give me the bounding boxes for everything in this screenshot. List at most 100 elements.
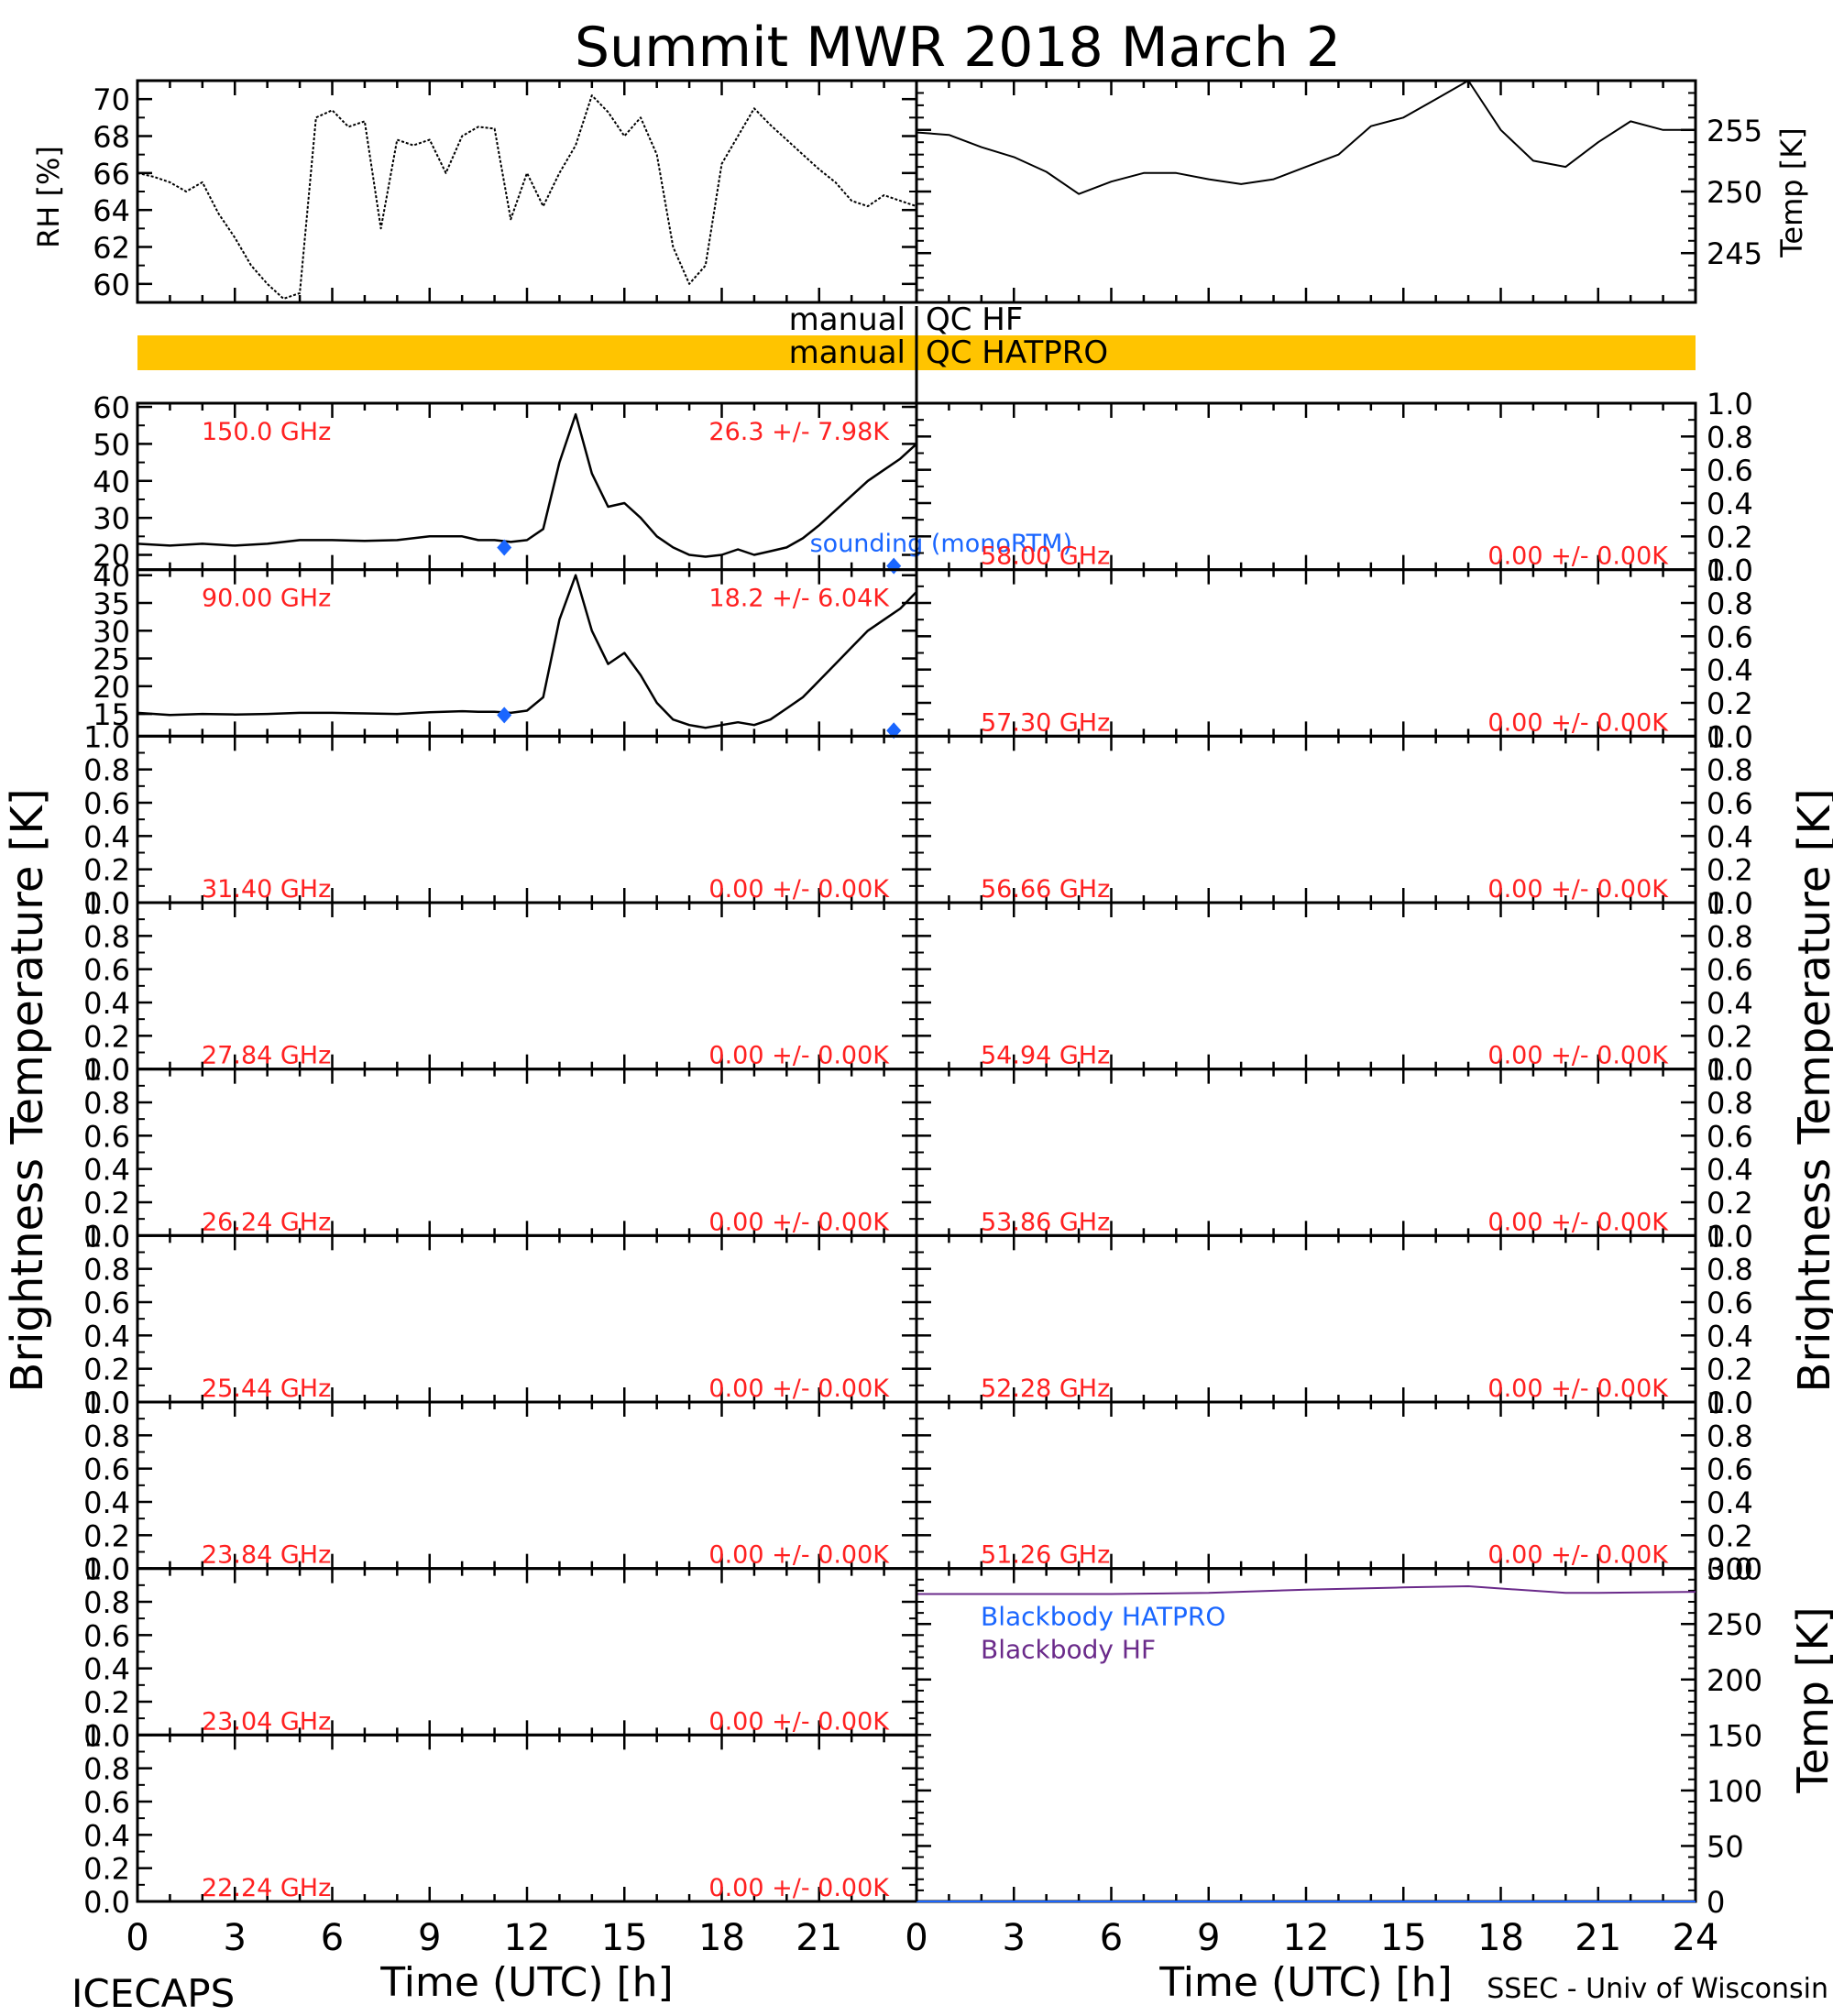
qc-hf-label: QC HF (926, 301, 1023, 338)
tb-right-0-ytick-label: 0.4 (1707, 487, 1753, 521)
blackbody-ytick-label: 300 (1707, 1552, 1762, 1587)
tb-150-sounding-point (497, 539, 512, 556)
tb-left-8-ytick-label: 0.2 (83, 1852, 130, 1887)
tb-left-6-ytick-label: 0.8 (83, 1419, 130, 1453)
tb-90-ytick-label: 30 (93, 614, 130, 649)
tb-left-4-stats-label: 0.00 +/- 0.00K (708, 1208, 890, 1236)
tb-left-6-stats-label: 0.00 +/- 0.00K (708, 1541, 890, 1570)
time-tick-label-left: 3 (224, 1917, 247, 1959)
tb-left-5-ytick-label: 0.8 (83, 1253, 130, 1287)
tb-left-6-ytick-label: 0.0 (83, 1552, 130, 1587)
tb-right-1-ytick-label: 0.8 (1707, 586, 1753, 621)
blackbody-panel: 0 50 100 150 200 250 300 Blackbody HATPROBlackb… (915, 1552, 1762, 1920)
tb-left-3-ytick-label: 0.6 (83, 953, 130, 988)
tb-left-4-ytick-label: 0.2 (83, 1186, 130, 1221)
tb-right-2-ytick-label: 0.2 (1707, 853, 1753, 888)
time-tick-label-right: 18 (1477, 1917, 1524, 1959)
tb-right-1-ytick-label: 0.2 (1707, 686, 1753, 721)
tb-right-2-ytick-label: 0.0 (1707, 886, 1753, 921)
tb-right-0-ytick-label: 0.0 (1707, 553, 1753, 588)
tb-left-7-ytick-label: 0.4 (83, 1652, 130, 1687)
tb-left-5-stats-label: 0.00 +/- 0.00K (708, 1375, 890, 1403)
tb-right-6-ytick-label: 0.0 (1707, 1552, 1753, 1587)
time-tick-label-left: 9 (418, 1917, 441, 1959)
rh-ytick-label: 62 (93, 231, 130, 266)
tb-left-4-ytick-label: 1.0 (83, 1053, 130, 1088)
blackbody-legend-hatpro: Blackbody HATPRO (981, 1602, 1225, 1632)
rh-ytick-label: 70 (93, 82, 130, 117)
tb-left-4-ytick-label: 0.4 (83, 1153, 130, 1188)
blackbody-ytick-label: 250 (1707, 1607, 1762, 1642)
tb-right-0-ytick-label: 1.0 (1707, 387, 1753, 422)
surface-temp-axis-label: Temp [K] (1774, 127, 1809, 257)
y-axis-label-right: Brightness Temperature [K] (1789, 788, 1833, 1392)
tb-right-4-ytick-label: 0.4 (1707, 1153, 1753, 1188)
tb-right-5-ytick-label: 0.4 (1707, 1319, 1753, 1353)
tb-left-3-ytick-label: 0.8 (83, 919, 130, 954)
tb-right-5-frequency-label: 52.28 GHz (981, 1375, 1110, 1403)
tb-right-2-stats-label: 0.00 +/- 0.00K (1487, 875, 1669, 904)
tb-150-frequency-label: 150.0 GHz (202, 418, 331, 446)
tb-right-6-ytick-label: 1.0 (1707, 1386, 1753, 1420)
tb-right-1-ytick-label: 1.0 (1707, 553, 1753, 588)
tb-left-8-ytick-label: 0.8 (83, 1752, 130, 1787)
tb-right-6-panel: 0.00.20.40.60.81.051.26 GHz 0.00 +/- 0.00… (915, 1386, 1753, 1587)
tb-left-5-ytick-label: 0.2 (83, 1353, 130, 1387)
tb-90-ytick-label: 35 (93, 586, 130, 621)
tb-left-7-ytick-label: 0.8 (83, 1585, 130, 1620)
surface-temp-ytick-label: 255 (1707, 114, 1762, 148)
blackbody-legend-hf: Blackbody HF (981, 1635, 1156, 1665)
rh-ytick-label: 66 (93, 157, 130, 192)
tb-90-ytick-label: 25 (93, 642, 130, 677)
tb-left-7-stats-label: 0.00 +/- 0.00K (708, 1707, 890, 1736)
tb-right-5-ytick-label: 1.0 (1707, 1219, 1753, 1254)
tb-150-stats-label: 26.3 +/- 7.98K (708, 418, 890, 446)
tb-left-6-ytick-label: 0.2 (83, 1518, 130, 1553)
tb-right-3-ytick-label: 0.6 (1707, 953, 1753, 988)
time-tick-label-right: 6 (1100, 1917, 1123, 1959)
tb-left-8-frequency-label: 22.24 GHz (202, 1874, 331, 1902)
tb-90-ytick-label: 20 (93, 670, 130, 705)
tb-right-3-panel: 0.00.20.40.60.81.054.94 GHz 0.00 +/- 0.00… (915, 886, 1753, 1088)
tb-150-ytick-label: 50 (93, 427, 130, 462)
tb-right-1-frequency-label: 57.30 GHz (981, 708, 1110, 737)
tb-left-4-ytick-label: 0.0 (83, 1219, 130, 1254)
y-axis-label-left: Brightness Temperature [K] (2, 788, 53, 1392)
tb-left-3-frequency-label: 27.84 GHz (202, 1042, 331, 1070)
tb-left-2-ytick-label: 0.0 (83, 886, 130, 921)
tb-left-4-ytick-label: 0.8 (83, 1086, 130, 1121)
tb-left-6-ytick-label: 0.6 (83, 1452, 130, 1487)
tb-90-sounding-point (886, 722, 902, 740)
tb-right-2-ytick-label: 0.6 (1707, 786, 1753, 821)
surface-temp-ytick-label: 250 (1707, 175, 1762, 210)
tb-left-2-ytick-label: 1.0 (83, 719, 130, 754)
tb-left-5-ytick-label: 0.0 (83, 1386, 130, 1420)
time-tick-label-right: 0 (905, 1917, 927, 1959)
rh-ytick-label: 64 (93, 193, 130, 228)
tb-90-stats-label: 18.2 +/- 6.04K (708, 585, 890, 613)
tb-right-0-ytick-label: 0.2 (1707, 520, 1753, 554)
x-axis-label-left: Time (UTC) [h] (379, 1959, 673, 2006)
tb-right-2-ytick-label: 1.0 (1707, 719, 1753, 754)
tb-right-1-ytick-label: 0.4 (1707, 653, 1753, 688)
tb-left-5-ytick-label: 0.6 (83, 1286, 130, 1320)
tb-left-4-frequency-label: 26.24 GHz (202, 1208, 331, 1236)
time-tick-label-right: 9 (1197, 1917, 1220, 1959)
tb-right-2-ytick-label: 0.4 (1707, 819, 1753, 854)
surface-temp-panel: 245 250 255 (915, 79, 1762, 304)
tb-left-8-ytick-label: 1.0 (83, 1718, 130, 1753)
tb-right-3-ytick-label: 0.2 (1707, 1019, 1753, 1054)
blackbody-series-line (916, 1585, 1696, 1595)
tb-left-5-ytick-label: 0.4 (83, 1319, 130, 1353)
tb-left-3-stats-label: 0.00 +/- 0.00K (708, 1042, 890, 1070)
tb-right-6-ytick-label: 0.6 (1707, 1452, 1753, 1487)
tb-right-4-frequency-label: 53.86 GHz (981, 1208, 1110, 1236)
tb-right-3-frequency-label: 54.94 GHz (981, 1042, 1110, 1070)
time-tick-label-right: 15 (1380, 1917, 1427, 1959)
tb-left-3-ytick-label: 1.0 (83, 886, 130, 921)
tb-150-ytick-label: 20 (93, 539, 130, 574)
chart-title: Summit MWR 2018 March 2 (575, 16, 1341, 80)
tb-left-5-frequency-label: 25.44 GHz (202, 1375, 331, 1403)
